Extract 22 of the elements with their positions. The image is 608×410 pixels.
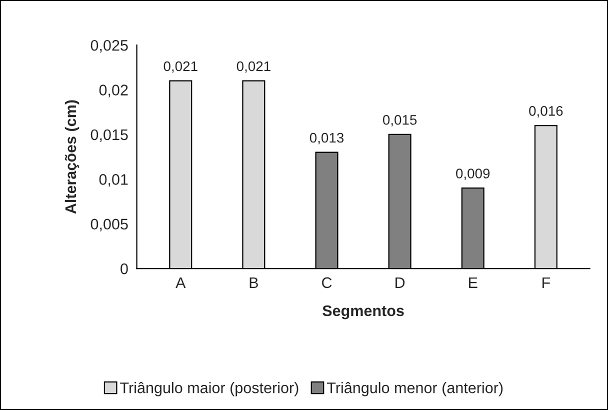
y-axis-title: Alterações (cm) <box>64 100 80 214</box>
data-label: 0,009 <box>456 168 490 180</box>
data-label: 0,021 <box>236 61 270 73</box>
y-tick-label: 0,01 <box>99 174 128 187</box>
x-tick-label: A <box>176 277 186 288</box>
x-tick-label: F <box>542 277 550 288</box>
data-label: 0,015 <box>382 114 417 126</box>
data-label: 0,013 <box>310 132 344 144</box>
y-tick-label: 0,025 <box>90 40 128 53</box>
y-tick-label: 0,02 <box>99 84 128 98</box>
x-tick-label: D <box>396 277 405 288</box>
x-axis-title: Segmentos <box>322 305 404 320</box>
legend-label: Triângulo menor (anterior) <box>327 382 503 396</box>
data-label: 0,021 <box>164 61 198 73</box>
x-tick-label: C <box>322 277 332 288</box>
y-tick-label: 0,015 <box>90 129 128 142</box>
x-tick-label: E <box>469 277 478 288</box>
y-tick-label: 0,005 <box>90 218 128 232</box>
x-tick-label: B <box>250 277 258 288</box>
data-label: 0,016 <box>529 106 563 118</box>
y-tick-label: 0 <box>120 263 128 274</box>
legend-label: Triângulo maior (posterior) <box>120 382 298 396</box>
